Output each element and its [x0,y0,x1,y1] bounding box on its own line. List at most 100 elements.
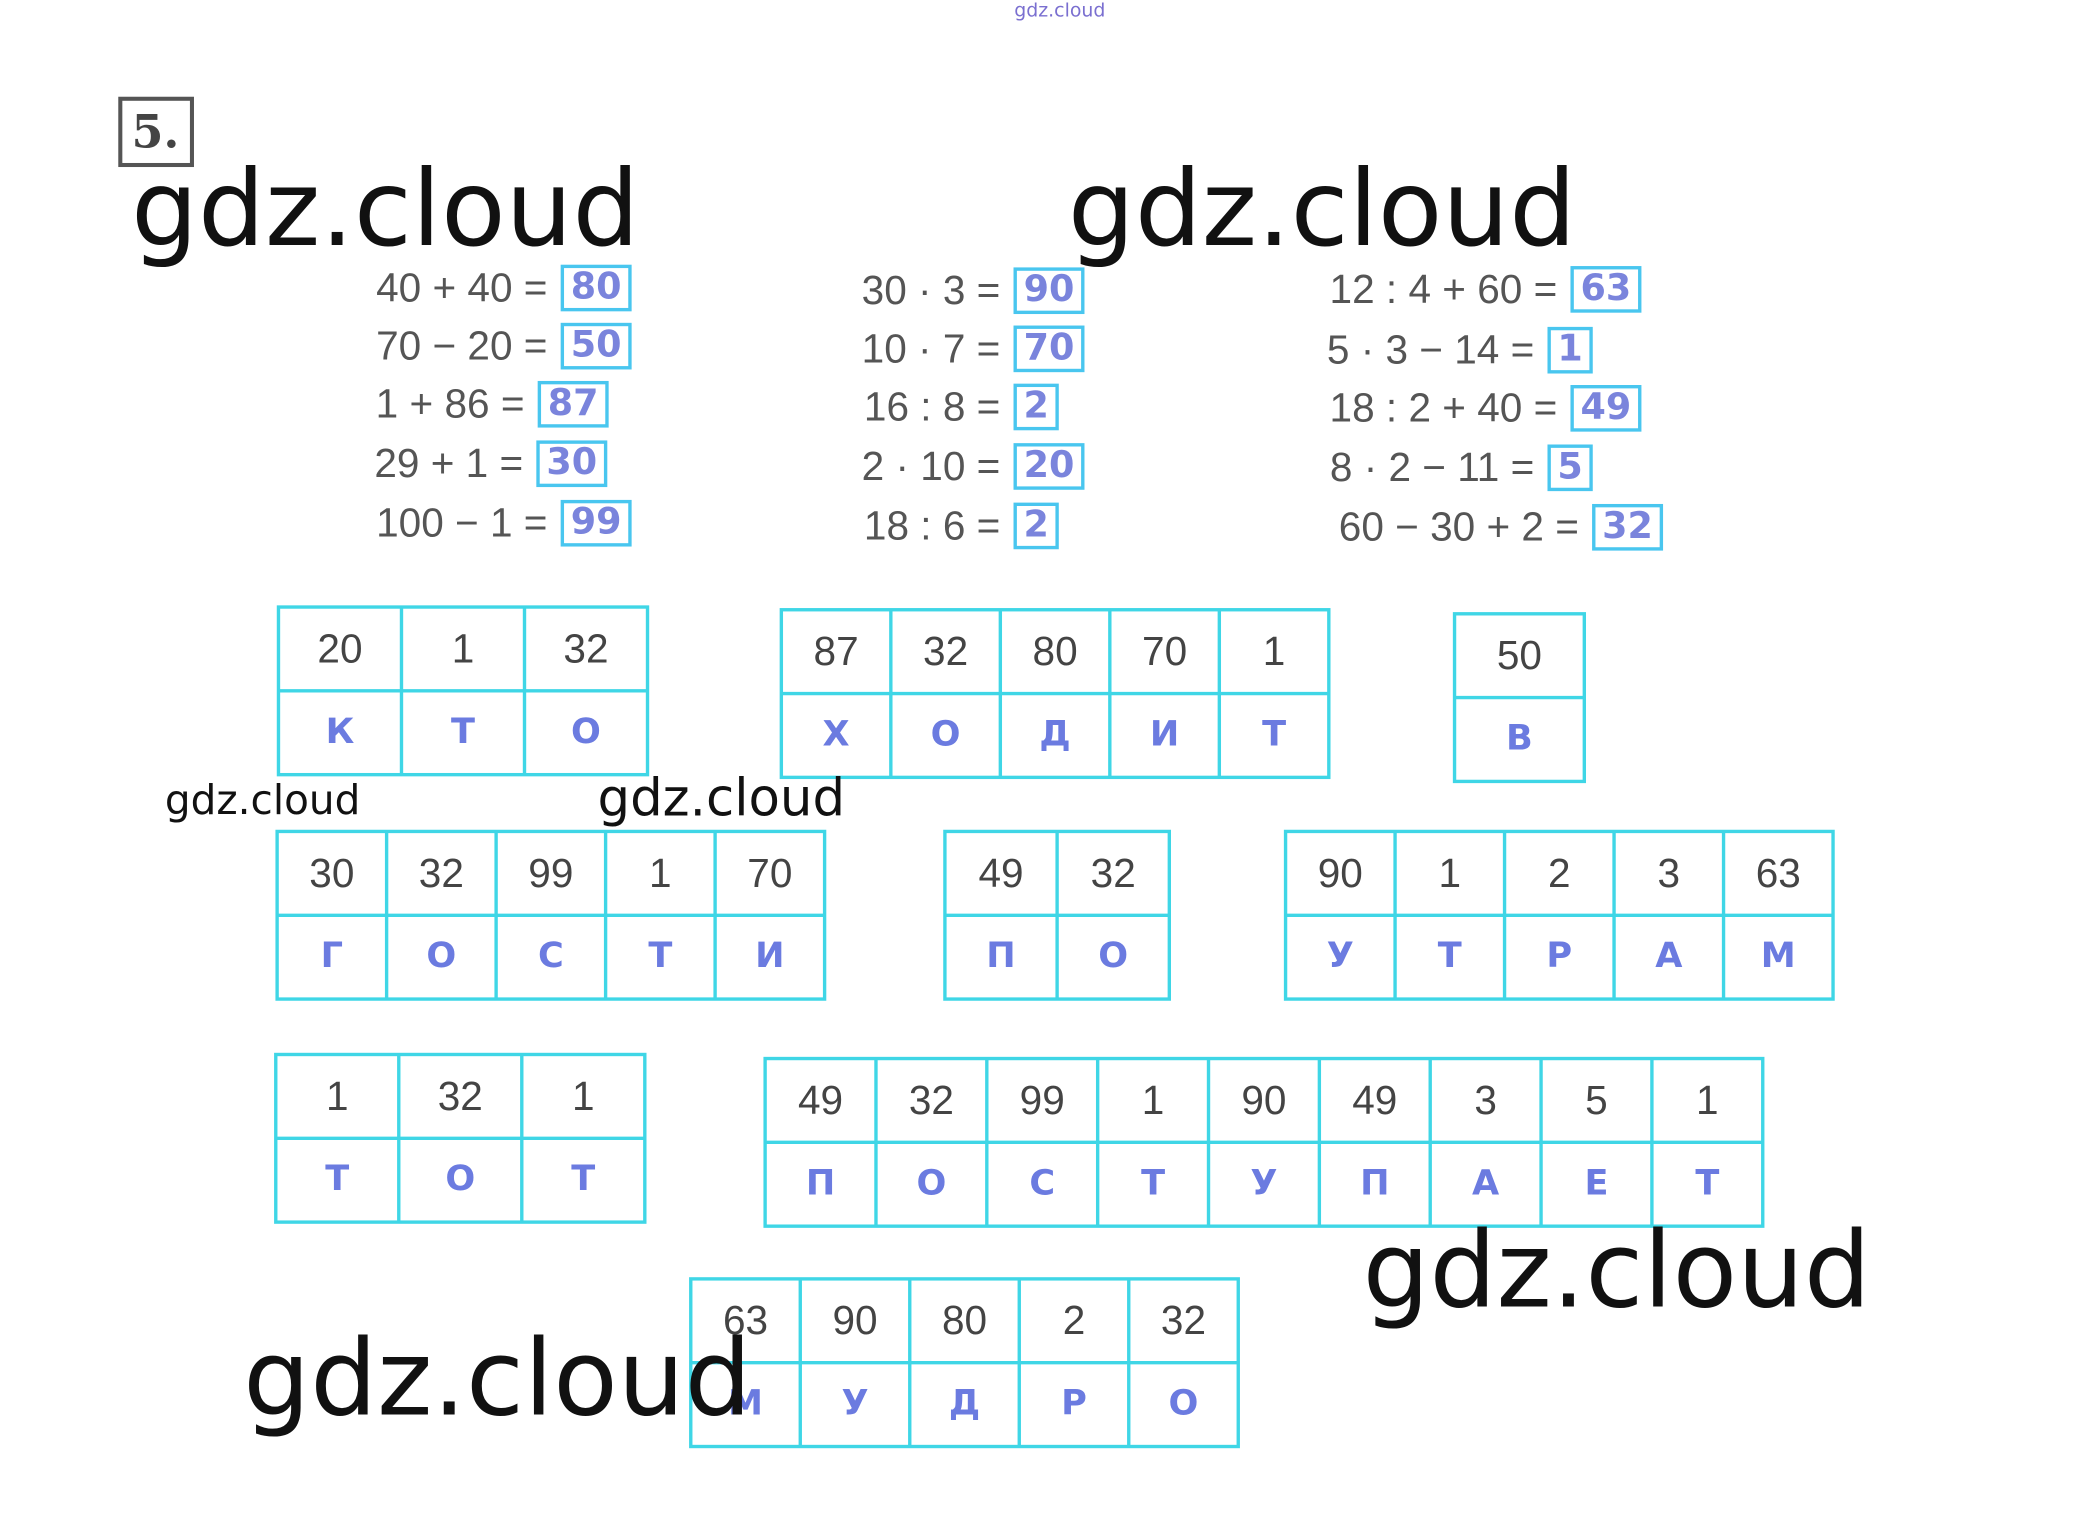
cell-letter: В [1506,718,1533,759]
cell-number: 32 [923,628,968,674]
cell-number: 80 [1033,628,1078,674]
answer-box [1013,267,1085,315]
cell-number: 80 [942,1297,987,1343]
cell-letter: И [755,935,784,976]
answer: 30 [546,440,597,483]
answer: 90 [1024,267,1075,310]
expression: 2 · 10 = [862,443,1001,489]
answer-box [560,264,632,312]
watermark: gdz.cloud [597,769,845,829]
answer: 2 [1023,383,1048,426]
cell-number: 49 [978,850,1023,896]
cell-letter: С [538,935,564,976]
cell-letter: Д [1039,713,1070,754]
answer: 70 [1024,325,1075,368]
answer-box [1570,385,1642,432]
cell-number: 90 [1318,850,1363,896]
cell-letter: Р [1061,1383,1087,1424]
answer-box [1013,383,1059,431]
cell-letter: Х [823,713,850,754]
expression: 8 · 2 − 11 = [1330,444,1534,490]
cell-number: 70 [1142,628,1187,674]
cell-letter: А [1655,935,1683,976]
answer: 87 [548,381,599,424]
cell-number: 99 [528,850,573,896]
cell-letter: П [986,935,1015,976]
cell-number: 50 [1497,632,1542,678]
cell-letter: Т [648,935,672,976]
answer: 2 [1023,502,1048,545]
cell-letter: О [426,935,456,976]
watermark: gdz.cloud [1068,147,1576,270]
cell-number: 20 [317,625,362,671]
cell-number: 49 [798,1077,843,1123]
answer-box [560,322,632,370]
expression: 1 + 86 = [376,381,525,427]
cell-letter: С [1029,1162,1055,1203]
answer: 49 [1581,385,1632,428]
cell-letter: Е [1584,1162,1608,1203]
expression: 5 · 3 − 14 = [1327,327,1534,373]
watermark: gdz.cloud [1363,1208,1871,1331]
cell-letter: У [1327,935,1354,976]
expression: 100 − 1 = [376,500,547,546]
cell-letter: О [1169,1383,1199,1424]
cell-letter: О [931,713,961,754]
cell-letter: О [445,1158,475,1199]
cell-letter: У [841,1383,868,1424]
answer-box [1547,444,1593,492]
expression: 29 + 1 = [374,440,523,486]
cell-number: 63 [723,1297,768,1343]
cell-letter: Т [1438,935,1462,976]
expression: 16 : 8 = [864,383,1000,429]
cell-letter: Р [1546,935,1572,976]
task-box [118,96,194,168]
cell-letter: Т [1695,1162,1719,1203]
cell-number: 32 [1161,1297,1206,1343]
expression: 10 · 7 = [862,325,1001,371]
cell-number: 32 [563,625,608,671]
answer: 32 [1602,504,1653,547]
cell-letter: М [728,1383,763,1424]
cell-number: 5 [1585,1077,1608,1123]
answer: 1 [1557,327,1582,370]
cell-letter: О [571,711,601,752]
answer-box [1013,502,1059,550]
watermark: gdz.cloud [1014,0,1105,21]
cell-letter: Т [325,1158,349,1199]
cell-number: 2 [1548,850,1571,896]
cell-number: 32 [909,1077,954,1123]
answer-box [1013,443,1085,490]
cell-number: 1 [452,625,475,671]
answer-box [560,499,632,547]
answer-box [1547,326,1593,374]
cell-letter: Д [949,1383,980,1424]
cell-letter: О [916,1162,946,1203]
answer: 50 [571,323,622,366]
cell-letter: И [1150,713,1179,754]
cell-number: 1 [649,850,672,896]
cell-letter: М [1761,935,1796,976]
answer: 63 [1581,266,1632,309]
answer: 99 [571,500,622,543]
cell-number: 1 [1263,628,1286,674]
cell-number: 30 [309,850,354,896]
cell-number: 3 [1474,1077,1497,1123]
cell-number: 32 [438,1073,483,1119]
cell-letter: Т [1141,1162,1165,1203]
cell-number: 87 [814,628,859,674]
cell-number: 1 [572,1073,595,1119]
answer-box [1592,503,1664,551]
watermark: gdz.cloud [243,1316,751,1439]
cell-number: 70 [747,850,792,896]
watermark: gdz.cloud [131,147,639,270]
cell-letter: К [326,711,355,752]
cell-number: 3 [1658,850,1681,896]
task-number: 5. [131,104,179,158]
cell-number: 99 [1020,1077,1065,1123]
cell-letter: О [1098,935,1128,976]
cell-number: 90 [1241,1077,1286,1123]
expression: 70 − 20 = [376,323,547,369]
cell-letter: Т [571,1158,595,1199]
